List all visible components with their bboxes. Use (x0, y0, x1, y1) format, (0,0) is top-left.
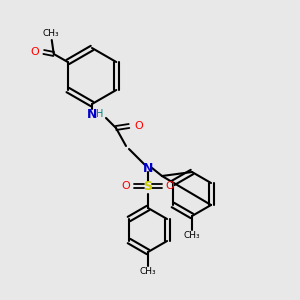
Text: CH₃: CH₃ (184, 232, 200, 241)
Text: S: S (143, 179, 152, 193)
Text: H: H (96, 109, 104, 119)
Text: CH₃: CH₃ (42, 28, 59, 38)
Text: CH₃: CH₃ (140, 268, 156, 277)
Text: O: O (135, 121, 143, 131)
Text: O: O (30, 47, 39, 57)
Text: O: O (122, 181, 130, 191)
Text: N: N (143, 161, 153, 175)
Text: N: N (87, 109, 97, 122)
Text: O: O (166, 181, 174, 191)
